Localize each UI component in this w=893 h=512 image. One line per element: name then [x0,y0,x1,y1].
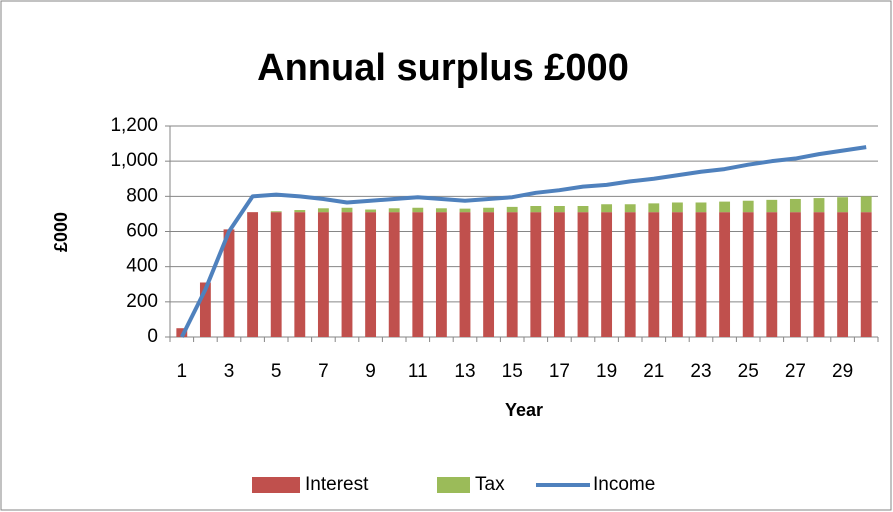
bar [530,206,542,213]
bar [317,212,329,337]
bar [388,208,400,213]
bar [365,209,377,213]
y-tick-label: 600 [126,221,158,242]
bar [270,212,282,337]
bar [577,206,589,213]
legend-label: Income [593,474,655,495]
bar [813,198,825,213]
x-tick-label: 29 [832,361,853,382]
bar [719,201,731,213]
x-tick-label: 17 [549,361,570,382]
x-tick-label: 3 [224,361,235,382]
bar [766,212,778,337]
bar [294,210,306,213]
legend-label: Interest [305,474,369,495]
bar [294,212,306,337]
bar [813,212,825,337]
bar [601,212,613,337]
x-tick-label: 9 [365,361,376,382]
bar [270,211,282,213]
chart-title: Annual surplus £000 [257,47,629,89]
bar [624,212,636,337]
legend-label: Tax [475,474,505,495]
x-tick-label: 11 [408,361,428,382]
bar [553,212,565,337]
bar [317,208,329,213]
bar [506,206,518,213]
bar [365,212,377,337]
bar [860,196,872,213]
x-tick-label: 25 [738,361,759,382]
bar [577,212,589,337]
bar [648,203,660,213]
bar [695,212,707,337]
bar [601,204,613,213]
x-tick-label: 15 [502,361,523,382]
bar [766,199,778,213]
x-tick-label: 19 [596,361,617,382]
bar [695,202,707,213]
x-tick-label: 13 [454,361,475,382]
y-tick-label: 800 [126,185,158,206]
line [180,145,867,338]
bar [341,212,353,337]
bar [671,212,683,337]
x-axis-label: Year [505,400,543,420]
x-tick-label: 23 [690,361,711,382]
bar [435,208,447,213]
bar [719,212,731,337]
bar [483,207,495,213]
x-tick-label: 7 [318,361,329,382]
y-tick-label: 400 [126,256,158,277]
bar [860,212,872,337]
bar [412,207,424,213]
x-tick-label: 21 [643,361,664,382]
bar [459,212,471,337]
bar [459,208,471,213]
bar [837,212,849,337]
bar [789,212,801,337]
bar [671,202,683,213]
bar [412,212,424,337]
bar [341,207,353,213]
bar [388,212,400,337]
bar [506,212,518,337]
x-tick-label: 5 [271,361,282,382]
bar [223,229,235,337]
bar [247,212,259,337]
bar [435,212,447,337]
y-tick-label: 0 [147,326,158,347]
x-tick-label: 27 [785,361,806,382]
bar [199,282,211,337]
y-tick-label: 1,000 [110,150,158,171]
y-axis-label: £000 [51,212,71,252]
legend-swatch [252,477,300,493]
bar [530,212,542,337]
y-tick-label: 1,200 [110,115,158,136]
bar [648,212,660,337]
y-tick-label: 200 [126,291,158,312]
bar [742,200,754,213]
bar [483,212,495,337]
legend-swatch [437,477,470,493]
bar [624,204,636,213]
bar [837,197,849,213]
bar [553,206,565,213]
x-tick-label: 1 [177,361,188,382]
bar [742,212,754,337]
bar [789,198,801,213]
